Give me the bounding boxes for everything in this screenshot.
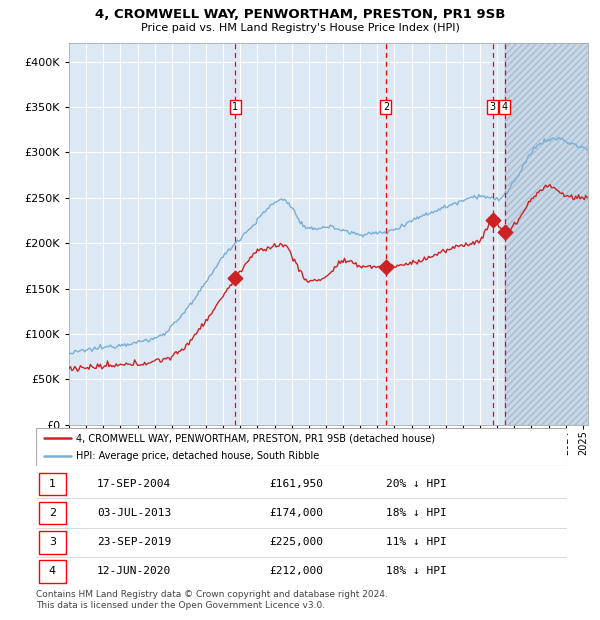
Bar bbox=[505, 43, 588, 425]
FancyBboxPatch shape bbox=[38, 560, 66, 583]
Text: 4, CROMWELL WAY, PENWORTHAM, PRESTON, PR1 9SB: 4, CROMWELL WAY, PENWORTHAM, PRESTON, PR… bbox=[95, 8, 505, 21]
Text: 12-JUN-2020: 12-JUN-2020 bbox=[97, 566, 172, 577]
Point bbox=[488, 216, 497, 226]
FancyBboxPatch shape bbox=[38, 502, 66, 525]
Point bbox=[230, 273, 240, 283]
Text: 1: 1 bbox=[49, 479, 56, 489]
Text: 23-SEP-2019: 23-SEP-2019 bbox=[97, 537, 172, 547]
Bar bbox=[505, 43, 588, 425]
Text: £212,000: £212,000 bbox=[269, 566, 323, 577]
Text: £225,000: £225,000 bbox=[269, 537, 323, 547]
Text: 17-SEP-2004: 17-SEP-2004 bbox=[97, 479, 172, 489]
FancyBboxPatch shape bbox=[38, 531, 66, 554]
Text: 2: 2 bbox=[49, 508, 56, 518]
Text: 18% ↓ HPI: 18% ↓ HPI bbox=[386, 508, 447, 518]
Text: £161,950: £161,950 bbox=[269, 479, 323, 489]
Text: 3: 3 bbox=[49, 537, 56, 547]
Text: 18% ↓ HPI: 18% ↓ HPI bbox=[386, 566, 447, 577]
Text: 4: 4 bbox=[502, 102, 508, 112]
Text: 11% ↓ HPI: 11% ↓ HPI bbox=[386, 537, 447, 547]
Point bbox=[381, 262, 391, 272]
Text: 3: 3 bbox=[490, 102, 496, 112]
Point bbox=[500, 228, 510, 237]
Text: 2: 2 bbox=[383, 102, 389, 112]
Text: Contains HM Land Registry data © Crown copyright and database right 2024.
This d: Contains HM Land Registry data © Crown c… bbox=[36, 590, 388, 609]
FancyBboxPatch shape bbox=[36, 428, 567, 466]
Text: 1: 1 bbox=[232, 102, 239, 112]
Text: 20% ↓ HPI: 20% ↓ HPI bbox=[386, 479, 447, 489]
Bar bbox=[505, 43, 588, 425]
Text: 03-JUL-2013: 03-JUL-2013 bbox=[97, 508, 172, 518]
Text: Price paid vs. HM Land Registry's House Price Index (HPI): Price paid vs. HM Land Registry's House … bbox=[140, 23, 460, 33]
Text: £174,000: £174,000 bbox=[269, 508, 323, 518]
FancyBboxPatch shape bbox=[38, 472, 66, 495]
Text: 4, CROMWELL WAY, PENWORTHAM, PRESTON, PR1 9SB (detached house): 4, CROMWELL WAY, PENWORTHAM, PRESTON, PR… bbox=[76, 433, 435, 443]
Text: 4: 4 bbox=[49, 566, 56, 577]
Text: HPI: Average price, detached house, South Ribble: HPI: Average price, detached house, Sout… bbox=[76, 451, 319, 461]
